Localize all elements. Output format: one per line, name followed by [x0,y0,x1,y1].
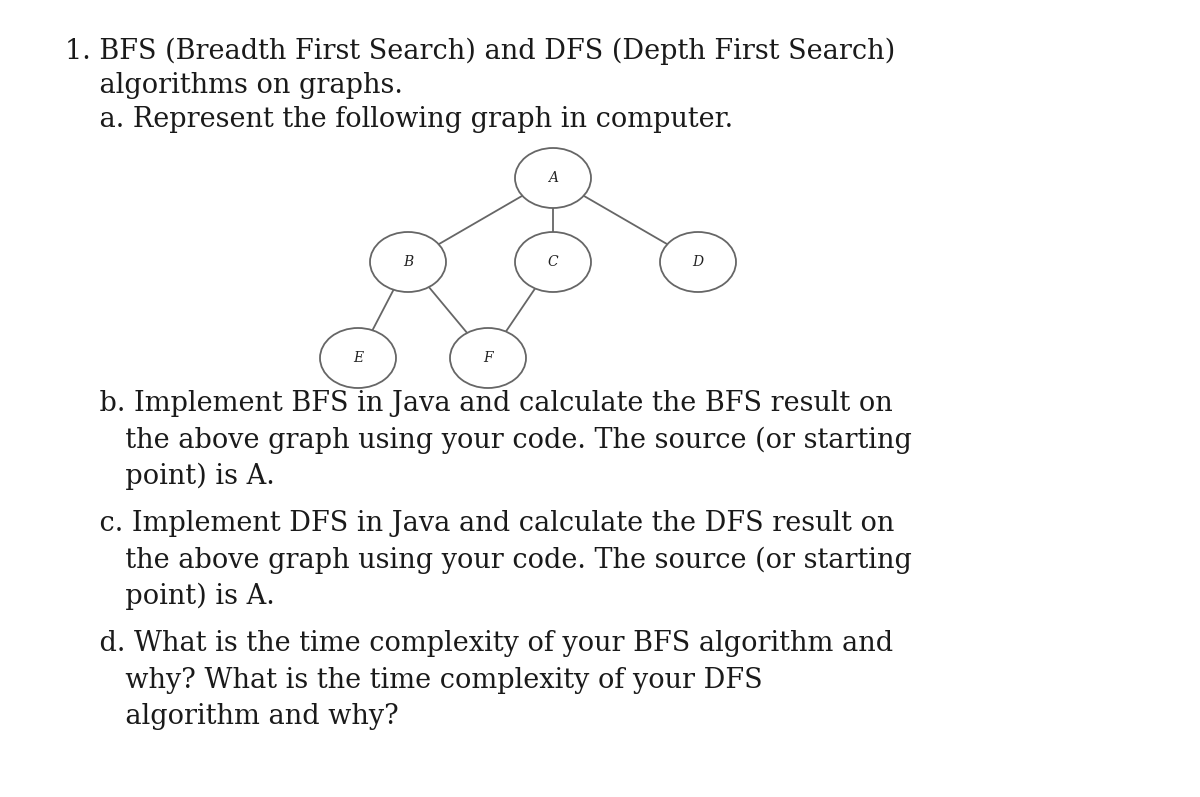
Text: algorithm and why?: algorithm and why? [65,703,398,730]
Text: F: F [484,351,493,365]
Text: algorithms on graphs.: algorithms on graphs. [65,72,403,99]
Text: a. Represent the following graph in computer.: a. Represent the following graph in comp… [65,106,733,133]
Ellipse shape [320,328,396,388]
Text: 1. BFS (Breadth First Search) and DFS (Depth First Search): 1. BFS (Breadth First Search) and DFS (D… [65,38,895,65]
Ellipse shape [515,232,592,292]
Text: D: D [692,255,703,269]
Text: A: A [548,171,558,185]
Text: B: B [403,255,413,269]
Text: C: C [547,255,558,269]
Text: the above graph using your code. The source (or starting: the above graph using your code. The sou… [65,427,912,454]
Text: c. Implement DFS in Java and calculate the DFS result on: c. Implement DFS in Java and calculate t… [65,510,894,537]
Ellipse shape [515,148,592,208]
Text: E: E [353,351,364,365]
Text: b. Implement BFS in Java and calculate the BFS result on: b. Implement BFS in Java and calculate t… [65,390,893,417]
Ellipse shape [660,232,736,292]
Ellipse shape [450,328,526,388]
Text: point) is A.: point) is A. [65,583,275,611]
Text: point) is A.: point) is A. [65,463,275,490]
Text: d. What is the time complexity of your BFS algorithm and: d. What is the time complexity of your B… [65,630,893,657]
Text: why? What is the time complexity of your DFS: why? What is the time complexity of your… [65,667,763,694]
Ellipse shape [370,232,446,292]
Text: the above graph using your code. The source (or starting: the above graph using your code. The sou… [65,547,912,575]
